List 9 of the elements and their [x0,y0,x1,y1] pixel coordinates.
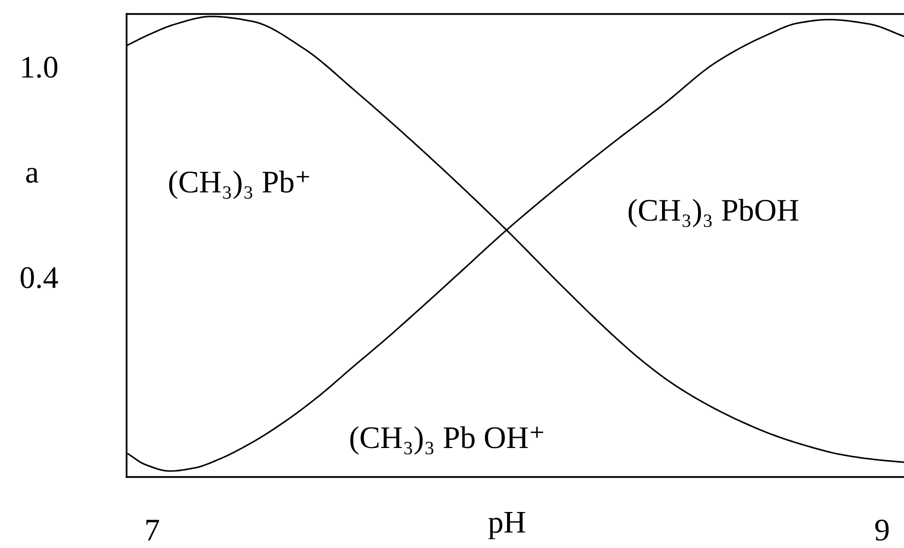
x-tick-label: 7 [146,520,160,540]
y-axis-title: a [26,168,39,183]
x-axis-title: pH [488,512,526,540]
annotation: (CH₃)₃ Pb OH⁺ [350,426,544,455]
series-label: (CH₃)₃ PbOH [628,198,798,228]
y-tick-label: 0.4 [20,267,58,288]
x-tick-label: 9 [875,520,889,541]
text: (CH₃)₃ Pb⁺ [169,170,310,200]
y-tick-label: 1.0 [22,56,58,78]
